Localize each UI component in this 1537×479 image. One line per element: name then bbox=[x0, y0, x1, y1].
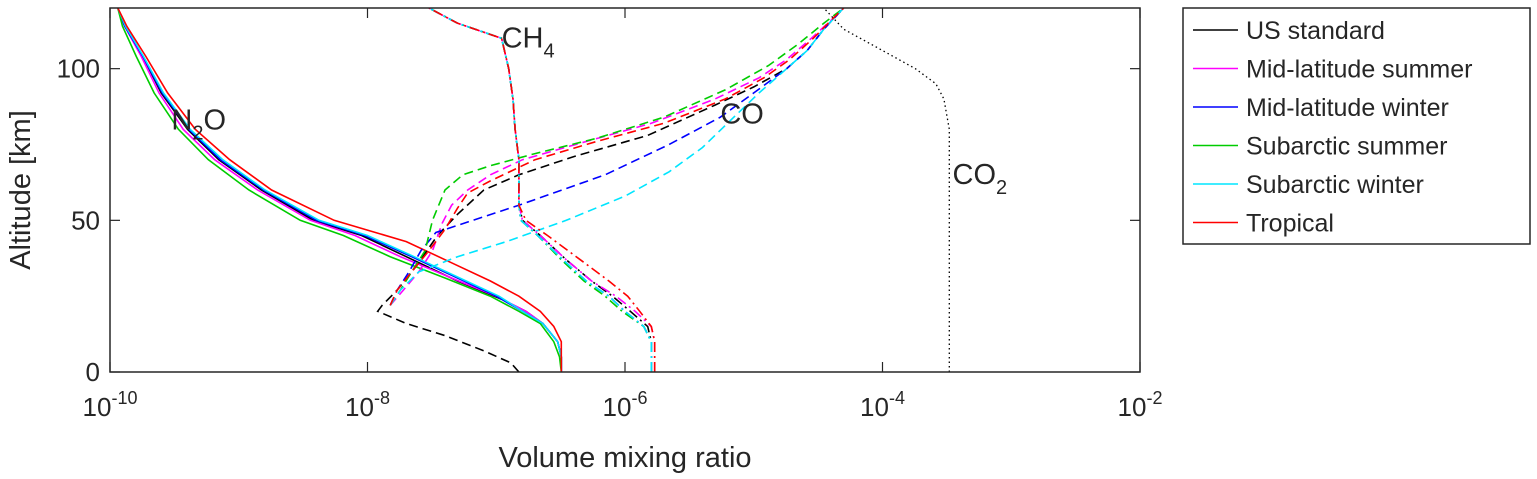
x-tick-exponent: -6 bbox=[631, 388, 647, 408]
annotation-ch4: CH4 bbox=[502, 22, 555, 62]
x-tick-base: 10 bbox=[860, 392, 889, 422]
legend-label-mid-latitude-winter: Mid-latitude winter bbox=[1246, 94, 1449, 122]
x-tick-base: 10 bbox=[345, 392, 374, 422]
series-line-n2o-subarctic-summer bbox=[117, 8, 563, 372]
annotation-co: CO bbox=[720, 98, 764, 130]
series-line-ch4-tropical bbox=[428, 8, 656, 372]
annotation-co2: CO2 bbox=[953, 159, 1008, 199]
x-tick-base: 10 bbox=[1118, 392, 1147, 422]
series-layer bbox=[117, 8, 950, 372]
x-tick-label: 10-8 bbox=[345, 388, 390, 422]
legend-box bbox=[1182, 7, 1531, 245]
y-tick-label: 0 bbox=[86, 357, 100, 387]
x-tick-label: 10-4 bbox=[860, 388, 905, 422]
series-line-co-subarctic-winter bbox=[389, 8, 845, 306]
x-tick-label: 10-10 bbox=[83, 388, 138, 422]
y-axis-title: Altitude [km] bbox=[5, 110, 37, 270]
legend: US standard Mid-latitude summer Mid-latitu… bbox=[1182, 7, 1531, 245]
legend-label-subarctic-winter: Subarctic winter bbox=[1246, 171, 1424, 199]
series-line-co-us-standard bbox=[376, 8, 845, 372]
legend-label-subarctic-summer: Subarctic summer bbox=[1246, 133, 1447, 161]
x-tick-exponent: -8 bbox=[374, 388, 390, 408]
series-line-n2o-tropical bbox=[117, 8, 563, 372]
series-line-co-subarctic-summer bbox=[389, 8, 845, 306]
annotation-n2o: N2O bbox=[171, 104, 226, 144]
legend-label-tropical: Tropical bbox=[1246, 210, 1334, 238]
x-tick-label: 10-2 bbox=[1118, 388, 1163, 422]
y-tick-label: 100 bbox=[57, 54, 100, 84]
x-tick-exponent: -2 bbox=[1146, 388, 1162, 408]
annotation-layer: N2O CH4 CO CO2 bbox=[171, 22, 1007, 199]
legend-label-mid-latitude-summer: Mid-latitude summer bbox=[1246, 56, 1472, 84]
x-tick-base: 10 bbox=[83, 392, 112, 422]
y-tick-label: 50 bbox=[71, 205, 100, 235]
legend-label-us-standard: US standard bbox=[1246, 17, 1385, 45]
x-tick-base: 10 bbox=[603, 392, 632, 422]
x-tick-exponent: -4 bbox=[889, 388, 905, 408]
x-tick-label: 10-6 bbox=[603, 388, 648, 422]
series-line-co-tropical bbox=[389, 8, 845, 306]
series-line-co-mid-latitude-summer bbox=[389, 8, 845, 306]
plot-background bbox=[110, 8, 1140, 372]
series-line-n2o-subarctic-winter bbox=[117, 8, 563, 372]
series-line-co2-us-standard bbox=[823, 8, 950, 372]
x-axis-title: Volume mixing ratio bbox=[498, 442, 751, 474]
x-tick-exponent: -10 bbox=[111, 388, 137, 408]
